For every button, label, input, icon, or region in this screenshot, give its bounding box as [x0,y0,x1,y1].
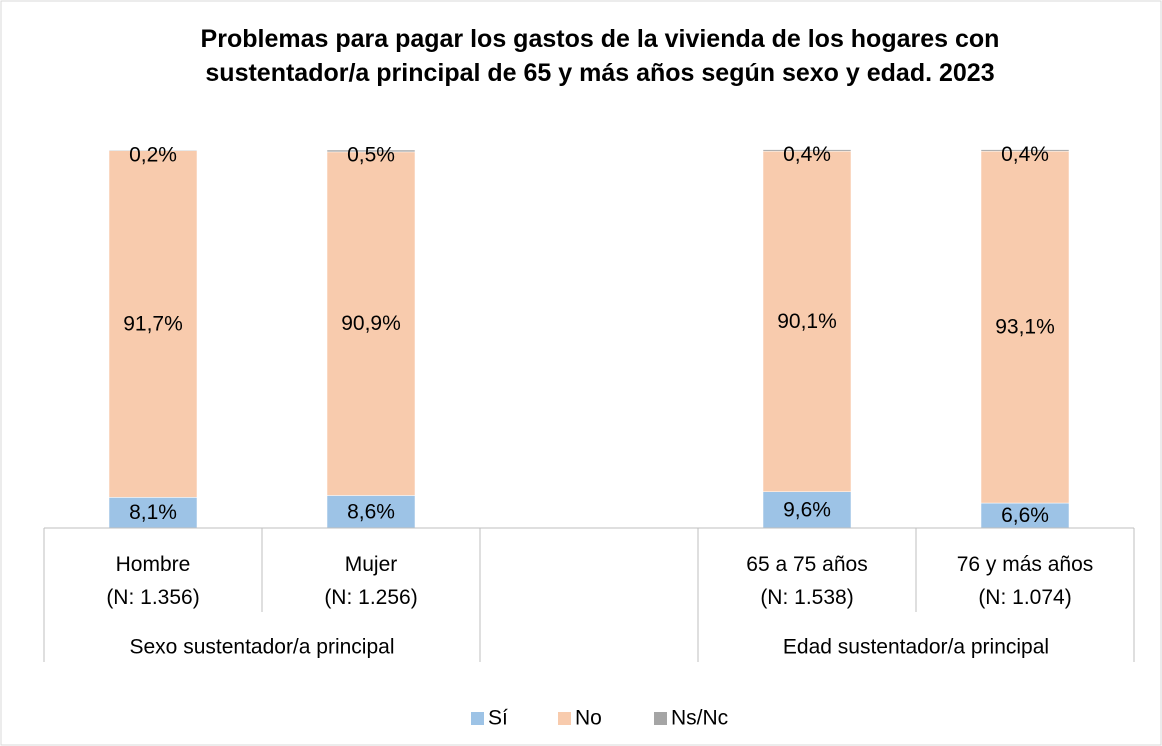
data-label: 91,7% [123,313,183,336]
chart-title: Problemas para pagar los gastos de la vi… [200,25,1000,87]
x-tick-label: 76 y más años (N: 1.074) [957,553,1094,609]
bar-segment [108,497,198,529]
legend-label: No [575,707,602,730]
data-label: 0,5% [347,144,395,167]
data-label: 90,9% [341,312,401,335]
data-label: 90,1% [777,310,837,333]
bar-segment [326,495,416,529]
legend-swatch [558,712,571,725]
x-tick-label: Hombre (N: 1.356) [106,553,199,609]
bar-segment [108,149,198,152]
data-label: 0,4% [1001,143,1049,166]
bar-segment [326,149,416,153]
legend-swatch [471,712,484,725]
x-tick-label: 65 a 75 años (N: 1.538) [746,553,867,609]
data-label: 0,4% [783,143,831,166]
bar-segment [762,150,852,492]
legend-label: Sí [488,707,508,730]
bar-segment [762,149,852,152]
bar-segment [980,150,1070,504]
group-label: Sexo sustentador/a principal [130,636,395,659]
x-tick-label: Mujer (N: 1.256) [324,553,417,609]
bar-segment [980,502,1070,529]
data-label: 93,1% [995,316,1055,339]
group-label: Edad sustentador/a principal [783,636,1049,659]
legend-label: Ns/Nc [671,707,728,730]
data-label: 9,6% [783,498,831,521]
data-label: 6,6% [1001,504,1049,527]
bar-segment [980,149,1070,152]
data-label: 8,1% [129,501,177,524]
data-label: 8,6% [347,500,395,523]
legend-swatch [654,712,667,725]
data-label: 0,2% [129,144,177,167]
